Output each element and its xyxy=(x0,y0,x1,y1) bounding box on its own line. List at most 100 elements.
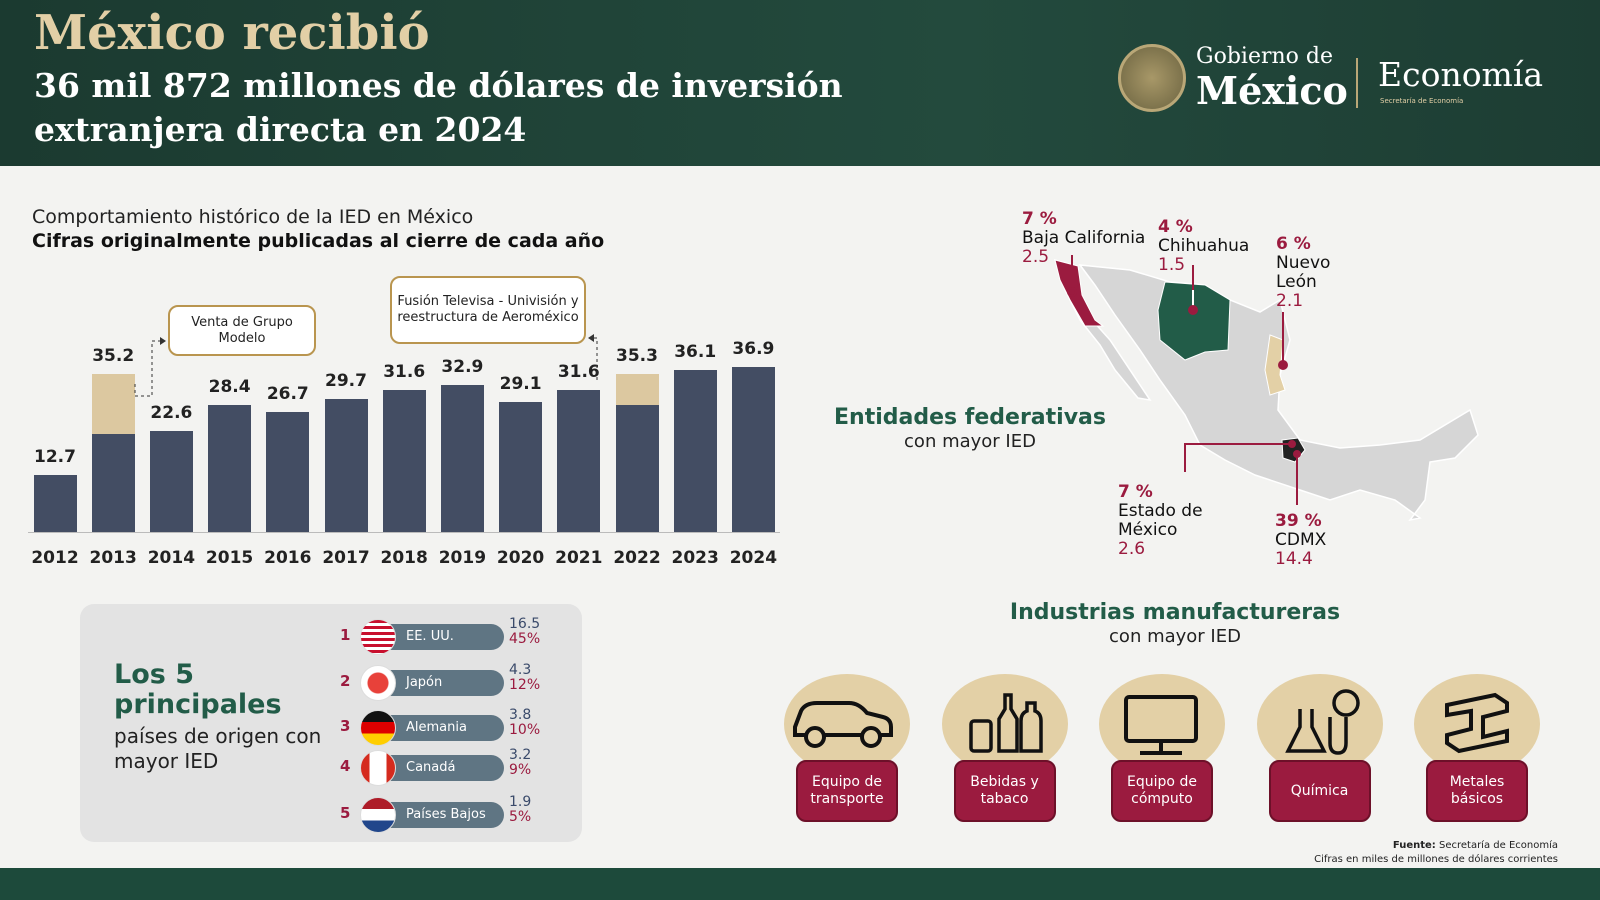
bar-2024 xyxy=(731,366,775,532)
page-subtitle: 36 mil 872 millones de dólares de invers… xyxy=(34,66,843,149)
header-banner xyxy=(0,0,1600,166)
year-label: 2022 xyxy=(613,548,661,568)
industry-card: Bebidas y tabaco xyxy=(940,674,1070,824)
industries-subtitle: con mayor IED xyxy=(1109,626,1241,647)
country-rank: 5 xyxy=(340,804,351,822)
year-label: 2023 xyxy=(671,548,719,568)
countries-subtitle: países de origen con mayor IED xyxy=(114,724,322,773)
country-pct: 12% xyxy=(509,677,541,693)
units-note: Cifras en miles de millones de dólares c… xyxy=(1314,854,1558,865)
chart-title: Comportamiento histórico de la IED en Mé… xyxy=(32,206,474,228)
bar-2023 xyxy=(673,370,717,532)
state-name: CDMX xyxy=(1275,530,1327,550)
country-pct: 5% xyxy=(509,809,532,825)
state-pct: 7 % xyxy=(1118,482,1153,502)
gobierno-logo-line1: Gobierno de xyxy=(1196,44,1333,69)
country-row: 2 Japón 4.3 12% xyxy=(340,663,570,701)
bar-2016 xyxy=(266,412,310,532)
state-pct: 6 % xyxy=(1276,234,1311,254)
flag-nl-icon xyxy=(360,797,396,833)
industry-label: Equipo de transporte xyxy=(796,760,898,822)
flag-de-icon xyxy=(360,710,396,746)
state-label: 7 % Baja California 2.5 xyxy=(1022,210,1152,267)
country-rank: 4 xyxy=(340,757,351,775)
bar-2019 xyxy=(440,384,484,532)
industry-card: Equipo de cómputo xyxy=(1097,674,1227,824)
states-title: Entidades federativas xyxy=(834,405,1106,430)
value-label: 36.1 xyxy=(674,342,717,363)
industry-label: Equipo de cómputo xyxy=(1111,760,1213,822)
year-label: 2015 xyxy=(205,548,254,568)
state-name: Estado de México xyxy=(1118,501,1203,540)
economia-logo-sub: Secretaría de Economía xyxy=(1380,97,1464,105)
flag-us-icon xyxy=(360,619,396,655)
value-label: 28.4 xyxy=(208,376,251,397)
state-value: 2.1 xyxy=(1276,291,1304,311)
source-label: Fuente: xyxy=(1392,840,1436,851)
source-line: Fuente: Secretaría de Economía xyxy=(1393,840,1558,852)
bar-extraordinary-2013 xyxy=(91,374,135,435)
value-label: 22.6 xyxy=(150,402,193,423)
value-label: 29.7 xyxy=(325,370,367,391)
country-value: 3.2 xyxy=(509,747,532,763)
country-rank: 2 xyxy=(340,672,351,690)
flag-jp-icon xyxy=(360,665,396,701)
state-name: Chihuahua xyxy=(1158,236,1250,256)
state-pct: 39 % xyxy=(1275,511,1322,531)
value-label: 32.9 xyxy=(441,356,484,377)
year-label: 2019 xyxy=(438,548,487,568)
country-row: 4 Canadá 3.2 9% xyxy=(340,748,570,786)
state-chihuahua xyxy=(1157,281,1231,361)
industry-label: Química xyxy=(1268,760,1371,822)
industry-card: Equipo de transporte xyxy=(782,674,912,824)
industry-card: Química xyxy=(1255,674,1385,824)
state-baja-california xyxy=(1054,259,1105,327)
countries-title: Los 5 principales xyxy=(114,659,282,720)
industries-title: Industrias manufactureras xyxy=(1009,600,1341,625)
year-label: 2013 xyxy=(89,548,137,568)
monitor-icon xyxy=(1124,695,1198,755)
country-value: 4.3 xyxy=(509,662,532,678)
annotation-grupo-modelo: Venta de Grupo Modelo xyxy=(168,305,316,356)
bar-2018 xyxy=(382,390,426,532)
gobierno-logo-line2: México xyxy=(1196,68,1348,113)
year-label: 2012 xyxy=(31,548,79,568)
economia-logo: Economía xyxy=(1378,55,1544,94)
bar-extraordinary-2022 xyxy=(615,373,659,406)
industry-label: Bebidas y tabaco xyxy=(953,760,1056,822)
value-label: 26.7 xyxy=(266,384,309,405)
year-label: 2016 xyxy=(264,548,312,568)
country-pct: 10% xyxy=(509,722,541,738)
country-row: 3 Alemania 3.8 10% xyxy=(340,708,570,746)
country-rank: 3 xyxy=(340,717,351,735)
country-value: 3.8 xyxy=(509,707,532,723)
year-label: 2024 xyxy=(729,548,778,568)
bar-2012 xyxy=(33,475,77,532)
chart-subtitle: Cifras originalmente publicadas al cierr… xyxy=(32,230,605,252)
industry-icon-circle xyxy=(1099,674,1225,774)
state-label: 7 % Estado de México 2.6 xyxy=(1118,483,1228,559)
country-pct: 45% xyxy=(509,631,541,647)
state-value: 14.4 xyxy=(1275,549,1313,569)
value-label: 31.6 xyxy=(557,362,600,383)
bar-2017 xyxy=(324,398,368,532)
year-label: 2021 xyxy=(555,548,603,568)
flask-icon xyxy=(1284,689,1360,755)
state-pct: 4 % xyxy=(1158,217,1193,237)
value-label: 31.6 xyxy=(383,362,426,383)
x-axis-line xyxy=(28,532,780,533)
year-label: 2018 xyxy=(380,548,428,568)
year-label: 2020 xyxy=(496,548,545,568)
value-label: 35.2 xyxy=(92,346,135,367)
state-value: 1.5 xyxy=(1158,255,1186,275)
logo-divider xyxy=(1356,58,1358,108)
value-label: 35.3 xyxy=(616,345,658,366)
bar-2021 xyxy=(557,390,601,532)
bar-2014 xyxy=(149,430,193,532)
country-value: 16.5 xyxy=(509,616,541,632)
country-row: 5 Países Bajos 1.9 5% xyxy=(340,795,570,833)
country-rank: 1 xyxy=(340,626,351,644)
annotation-connectors xyxy=(134,334,598,397)
states-subtitle: con mayor IED xyxy=(904,431,1036,452)
state-label: 39 % CDMX 14.4 xyxy=(1275,512,1355,569)
